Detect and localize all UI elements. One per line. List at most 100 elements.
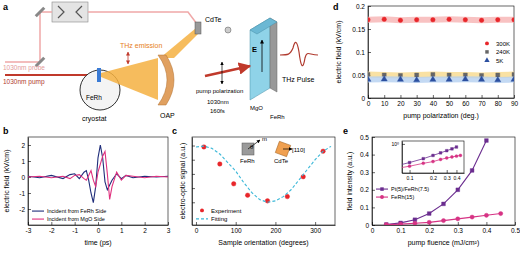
marker — [442, 202, 446, 206]
y-tick: 0 — [361, 95, 371, 102]
y-tick-mark — [28, 145, 31, 146]
x-tick-label: 60 — [462, 100, 470, 107]
y-tick-mark — [192, 174, 195, 175]
panel-label: a — [3, 2, 9, 12]
marker — [368, 73, 370, 77]
x-tick-label: 20 — [397, 100, 405, 107]
plot-area — [368, 16, 514, 83]
marker — [456, 188, 460, 192]
y-tick-label: -2 — [19, 206, 25, 213]
x-tick-mark — [196, 222, 197, 225]
x-tick-mark — [168, 222, 169, 225]
panel: 00.10.20.30.40.500.10.20.30.40.5Pt(5)/Fe… — [360, 134, 520, 234]
legend-label: Pt(5)/FeRh(7.5) — [391, 186, 429, 192]
marker — [511, 76, 514, 81]
marker — [202, 145, 207, 150]
x-tick: 300 — [310, 222, 321, 234]
band — [368, 76, 514, 83]
marker — [446, 76, 452, 81]
x-tick-label: 1 — [120, 227, 124, 234]
legend-label: 5K — [496, 58, 503, 64]
marker — [398, 222, 402, 225]
x-tick-mark — [515, 222, 516, 225]
x-tick: 0.1 — [407, 170, 414, 181]
marker — [470, 169, 474, 173]
pump-beam — [5, 74, 97, 76]
setup-diagram — [5, 2, 318, 110]
annotation: cryostat — [82, 115, 107, 123]
y-tick-mark — [372, 172, 375, 173]
y-tick: -1 — [19, 190, 31, 197]
x-axis: -3-2-10123 — [26, 222, 171, 234]
marker — [445, 157, 448, 160]
marker — [422, 157, 425, 160]
plot-area — [402, 146, 462, 172]
y-axis-line — [192, 138, 193, 226]
x-tick-mark — [275, 222, 276, 225]
y-tick: 0.3 — [360, 169, 375, 176]
x-tick-label: 90 — [511, 100, 519, 107]
x-axis-line — [373, 225, 516, 226]
legend-item: Incident from MgO Side — [32, 216, 105, 222]
axis-arrow — [283, 149, 292, 150]
x-tick: 2 — [143, 222, 147, 234]
legend-item: Pt(5)/FeRh(7.5) — [376, 186, 429, 192]
marker — [381, 76, 387, 81]
panel: 0100200300FeRhCdTeθm[110]ExperimentFitti… — [192, 136, 336, 234]
x-tick-label: 200 — [270, 227, 281, 234]
x-tick: 40 — [430, 95, 438, 107]
marker — [496, 18, 501, 23]
legend: Incident from FeRh SideIncident from MgO… — [32, 208, 106, 222]
sample — [97, 68, 101, 82]
x-tick-mark — [400, 95, 401, 98]
y-tick-label: 10⁰ — [391, 141, 399, 147]
marker — [450, 155, 453, 158]
y-tick-mark — [368, 52, 371, 53]
legend: Pt(5)/FeRh(7.5) FeRh(15) — [376, 186, 429, 200]
marker — [431, 18, 436, 23]
x-tick: 20 — [397, 95, 405, 107]
legend-label: Incident from MgO Side — [47, 216, 105, 222]
y-axis: -2-1012 — [19, 138, 31, 226]
plot-area — [384, 139, 503, 225]
legend-item: FeRh(15) — [376, 194, 414, 200]
marker — [479, 18, 484, 23]
x-tick-label: 10 — [381, 100, 389, 107]
panel-label: e — [343, 126, 348, 136]
x-tick: 0.4 — [453, 170, 460, 181]
x-tick-label: 0.3 — [444, 175, 451, 181]
x-tick: 50 — [446, 95, 454, 107]
marker — [384, 223, 388, 225]
marker — [479, 76, 485, 81]
slab-top — [250, 18, 277, 34]
marker — [408, 161, 411, 164]
x-tick: 90 — [511, 95, 519, 107]
plot-area — [28, 145, 168, 203]
marker — [414, 18, 419, 23]
x-tick-mark — [433, 170, 434, 173]
y-tick: 2 — [21, 142, 31, 149]
marker — [413, 221, 417, 225]
legend-line — [32, 219, 44, 220]
annotation: m — [262, 136, 267, 142]
y-tick-label: 0.1 — [360, 204, 369, 211]
marker — [459, 154, 462, 157]
y-axis-title: electro-optic signal (a.u.) — [179, 143, 187, 220]
mirror — [35, 7, 46, 18]
ferh-layer — [270, 18, 277, 92]
marker — [218, 162, 223, 167]
marker — [463, 18, 468, 23]
y-axis: 00.10.20.30.40.5 — [360, 134, 375, 229]
thz-beam — [160, 28, 200, 58]
x-tick-label: 0.4 — [482, 227, 491, 234]
x-tick: 80 — [495, 95, 503, 107]
x-tick: 70 — [478, 95, 486, 107]
x-tick: 100 — [231, 222, 242, 234]
y-tick: 0.1 — [360, 204, 375, 211]
y-tick-mark — [192, 146, 195, 147]
legend-label: Experiment — [211, 208, 242, 214]
plot-frame — [368, 6, 514, 98]
annotation: E — [252, 45, 257, 54]
y-tick: 0.5 — [360, 134, 375, 141]
plot-frame — [192, 137, 335, 225]
